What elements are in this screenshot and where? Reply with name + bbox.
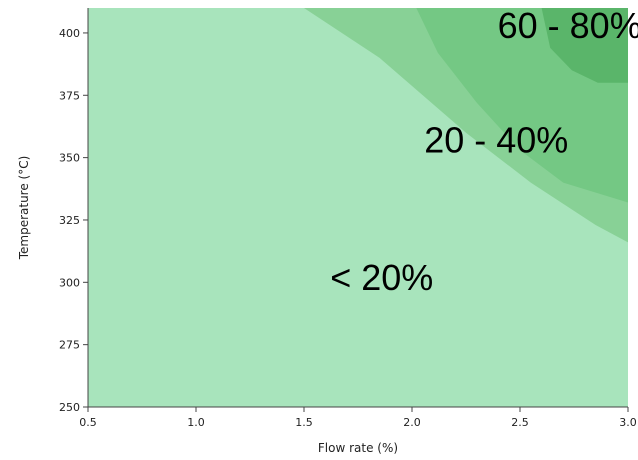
- x-tick-label-1: 1.0: [187, 416, 205, 429]
- y-tick-label-6: 400: [59, 27, 80, 40]
- region-label-2: 20 - 40%: [424, 120, 568, 161]
- y-tick-label-1: 275: [59, 339, 80, 352]
- y-tick-label-2: 300: [59, 276, 80, 289]
- region-label-3: 60 - 80%: [498, 5, 638, 46]
- x-tick-label-4: 2.5: [511, 416, 529, 429]
- y-tick-label-3: 325: [59, 214, 80, 227]
- x-tick-label-0: 0.5: [79, 416, 97, 429]
- y-tick-label-4: 350: [59, 152, 80, 165]
- x-axis-title: Flow rate (%): [318, 441, 398, 455]
- x-tick-label-3: 2.0: [403, 416, 421, 429]
- x-tick-label-5: 3.0: [619, 416, 637, 429]
- y-tick-label-0: 250: [59, 401, 80, 414]
- region-label-0: < 20%: [330, 257, 433, 298]
- region-labels: < 20% 20 - 40% 60 - 80%: [330, 5, 638, 298]
- plot-area: [88, 8, 628, 407]
- y-axis-title: Temperature (°C): [17, 156, 31, 261]
- x-tick-label-2: 1.5: [295, 416, 313, 429]
- y-tick-label-5: 375: [59, 89, 80, 102]
- region-3: [541, 8, 628, 83]
- axes: 0.5 1.0 1.5 2.0 2.5 3.0 250 275 300 325 350 375 400: [59, 8, 637, 429]
